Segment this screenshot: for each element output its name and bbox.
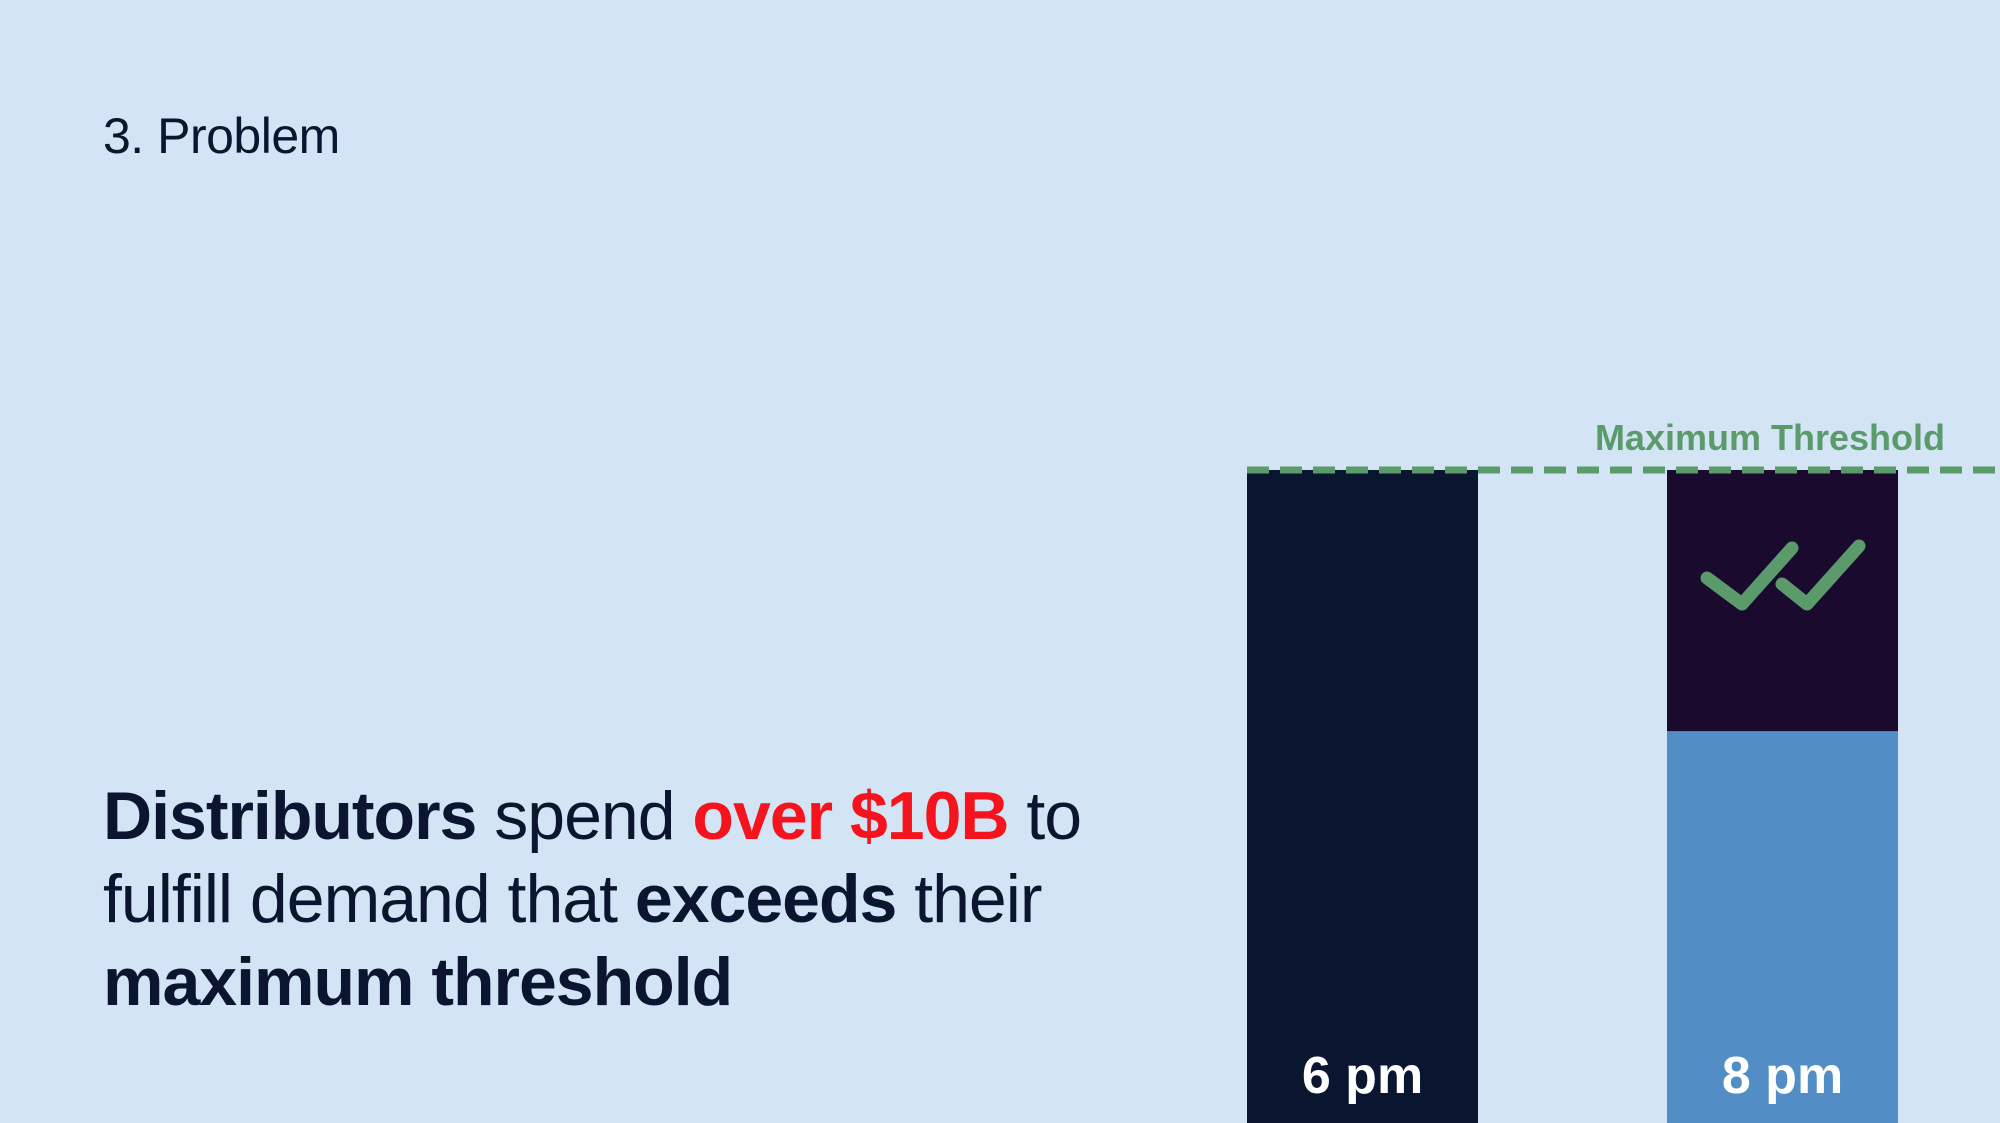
slide-number: 3. Problem [103,108,340,164]
bar-8-pm [1667,731,1898,1123]
headline-text-3: their [896,861,1042,937]
bar-label: 8 pm [1722,1047,1843,1105]
headline-exceeds: exceeds [634,861,897,937]
threshold-label: Maximum Threshold [1595,417,1945,458]
bar-6-pm [1247,470,1478,1123]
headline-text-1: spend [476,778,693,854]
double-check-icon [1700,541,1799,611]
headline-text-2: to fulfill demand that [103,778,1082,937]
bar-excess-8-pm [1667,470,1898,732]
headline-maximum-threshold: maximum threshold [103,944,733,1020]
bar-label: 6 pm [1302,1047,1423,1105]
double-check-icon [1775,539,1866,611]
headline-highlight: over $10B [692,778,1009,854]
headline: Distributors spend over $10B to fulfill … [103,775,1153,1024]
headline-distributors: Distributors [103,778,477,854]
